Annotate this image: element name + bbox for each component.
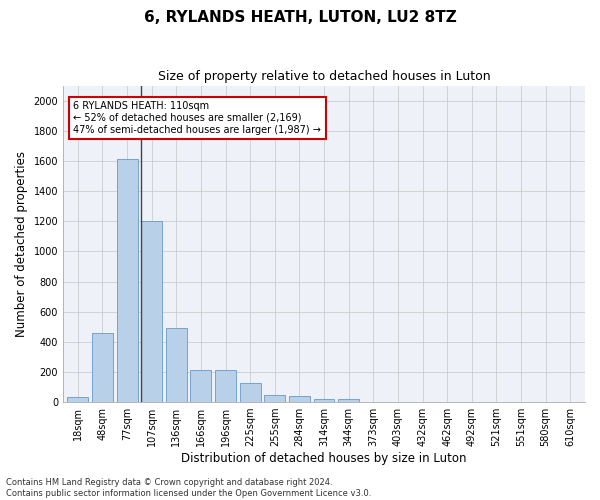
Bar	[190, 370, 211, 402]
Bar	[92, 332, 113, 402]
Text: 6 RYLANDS HEATH: 110sqm
← 52% of detached houses are smaller (2,169)
47% of semi: 6 RYLANDS HEATH: 110sqm ← 52% of detache…	[73, 102, 322, 134]
Title: Size of property relative to detached houses in Luton: Size of property relative to detached ho…	[158, 70, 490, 83]
Bar	[141, 221, 162, 402]
Bar	[166, 328, 187, 402]
Bar	[338, 400, 359, 402]
Y-axis label: Number of detached properties: Number of detached properties	[15, 151, 28, 337]
Bar	[215, 370, 236, 402]
Bar	[116, 160, 137, 402]
Bar	[289, 396, 310, 402]
Bar	[67, 397, 88, 402]
Bar	[239, 383, 260, 402]
Text: Contains HM Land Registry data © Crown copyright and database right 2024.
Contai: Contains HM Land Registry data © Crown c…	[6, 478, 371, 498]
Bar	[314, 399, 334, 402]
Bar	[265, 394, 285, 402]
Text: 6, RYLANDS HEATH, LUTON, LU2 8TZ: 6, RYLANDS HEATH, LUTON, LU2 8TZ	[143, 10, 457, 25]
X-axis label: Distribution of detached houses by size in Luton: Distribution of detached houses by size …	[181, 452, 467, 465]
